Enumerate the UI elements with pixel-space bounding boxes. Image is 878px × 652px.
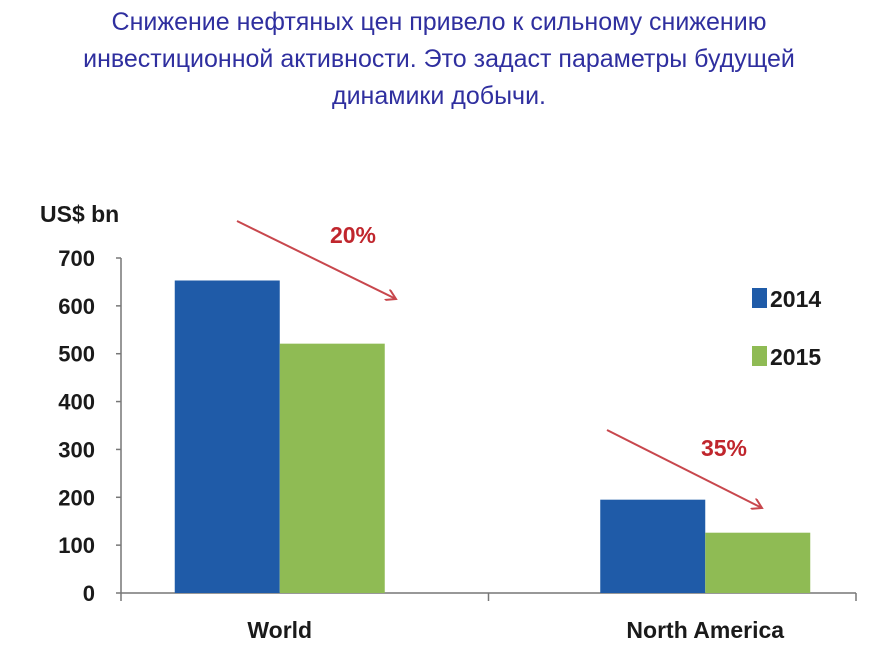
decline-arrow [236, 220, 396, 299]
legend-swatch-2014 [752, 288, 767, 308]
slide-title: Снижение нефтяных цен привело к сильному… [0, 4, 878, 115]
x-tick-label: World [247, 617, 312, 643]
y-tick-label: 600 [58, 294, 95, 319]
legend-label-2014: 2014 [770, 286, 821, 312]
title-line-2: инвестиционной активности. Это задаст па… [83, 45, 795, 73]
bar-2014-north-america [600, 499, 706, 593]
bar-2015-world [279, 343, 385, 593]
decline-arrow [606, 429, 762, 508]
y-tick-label: 100 [58, 533, 95, 558]
legend-swatch-2015 [752, 346, 767, 366]
legend-label-2015: 2015 [770, 344, 821, 370]
annotation-label: 35% [701, 435, 747, 461]
y-tick-label: 0 [83, 581, 95, 606]
y-tick-label: 300 [58, 437, 95, 462]
y-tick-label: 500 [58, 342, 95, 367]
annotation-label: 20% [330, 222, 376, 248]
x-tick-label: North America [626, 617, 784, 643]
y-axis-label: US$ bn [40, 201, 119, 227]
bar-2014-world [174, 280, 280, 593]
title-line-1: Снижение нефтяных цен привело к сильному… [111, 8, 767, 36]
y-tick-label: 400 [58, 390, 95, 415]
y-tick-label: 700 [58, 246, 95, 271]
title-line-3: динамики добычи. [332, 82, 546, 110]
y-tick-label: 200 [58, 485, 95, 510]
bar-2015-north-america [705, 532, 811, 593]
